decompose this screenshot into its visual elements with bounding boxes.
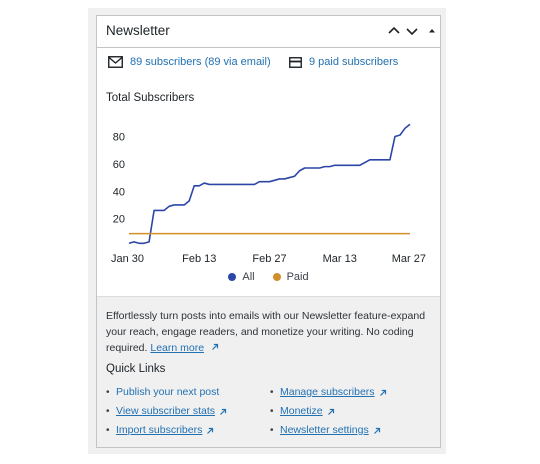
caret-up-icon [429,29,435,33]
legend-item-paid[interactable]: Paid [272,271,309,283]
quick-link-item: • Publish your next post [106,383,227,402]
y-tick-label: 20 [113,214,125,226]
series-line-all [128,123,411,245]
learn-more-link[interactable]: Learn more [150,342,205,354]
quick-links-left: • Publish your next post • View subscrib… [106,383,227,440]
chevron-up-icon [388,26,400,34]
import-subscribers-link[interactable]: Import subscribers [116,424,203,436]
quick-links-title: Quick Links [106,363,166,375]
x-tick-label: Jan 30 [111,253,144,265]
chevron-down-icon [406,28,418,36]
subscribers-stat: 89 subscribers (89 via email) [108,56,271,68]
publish-post-link[interactable]: Publish your next post [116,386,220,398]
envelope-icon [108,56,123,68]
chart-title: Total Subscribers [106,92,195,104]
widget-title: Newsletter [106,23,170,38]
external-link-icon [220,408,227,415]
x-tick-label: Feb 27 [252,253,286,265]
quick-link-item: • Monetize [270,402,387,421]
view-subscriber-stats-link[interactable]: View subscriber stats [116,405,216,417]
quick-link-item: • Newsletter settings [270,421,387,440]
legend-label-all: All [242,271,255,283]
legend-dot-all [228,273,237,281]
chart-legend: All Paid [97,271,440,283]
quick-link-item: • Manage subscribers [270,383,387,402]
x-tick-label: Feb 13 [182,253,216,265]
x-tick-label: Mar 27 [392,253,426,265]
card-icon [289,56,302,68]
legend-label-paid: Paid [286,271,309,283]
newsletter-description: Effortlessly turn posts into emails with… [106,308,434,356]
external-link-icon [207,427,214,434]
external-link-icon [327,408,334,415]
move-down-button[interactable] [402,21,422,41]
widget-header: Newsletter [97,16,440,48]
external-link-icon [373,427,380,434]
y-tick-label: 60 [113,159,125,171]
external-link-icon [379,389,386,396]
paid-stat: 9 paid subscribers [289,56,398,68]
y-tick-label: 80 [113,132,125,144]
quick-link-item: • Import subscribers [106,421,227,440]
y-tick-label: 40 [113,186,125,198]
description-text: Effortlessly turn posts into emails with… [106,310,426,354]
legend-item-all[interactable]: All [228,271,255,283]
paid-subscribers-link[interactable]: 9 paid subscribers [309,56,399,68]
quick-links-right: • Manage subscribers • Monetize • Newsle… [270,383,387,440]
subscribers-chart: 20 40 60 80 Jan 30 Feb 13 Feb 27 Mar 13 Mar 27 [111,123,426,265]
manage-subscribers-link[interactable]: Manage subscribers [280,386,375,398]
external-link-icon [212,343,219,350]
subscriber-stats: 89 subscribers (89 via email) 9 paid sub… [97,56,440,76]
newsletter-widget: Newsletter 89 subscribers (89 via email)… [96,15,441,448]
legend-dot-paid [272,273,281,281]
move-up-button[interactable] [384,21,404,41]
quick-link-item: • View subscriber stats [106,402,227,421]
monetize-link[interactable]: Monetize [280,405,323,417]
widget-footer: Effortlessly turn posts into emails with… [97,296,440,447]
toggle-panel-button[interactable] [422,21,442,41]
subscribers-link[interactable]: 89 subscribers (89 via email) [130,56,271,68]
x-tick-label: Mar 13 [323,253,357,265]
newsletter-settings-link[interactable]: Newsletter settings [280,424,369,436]
